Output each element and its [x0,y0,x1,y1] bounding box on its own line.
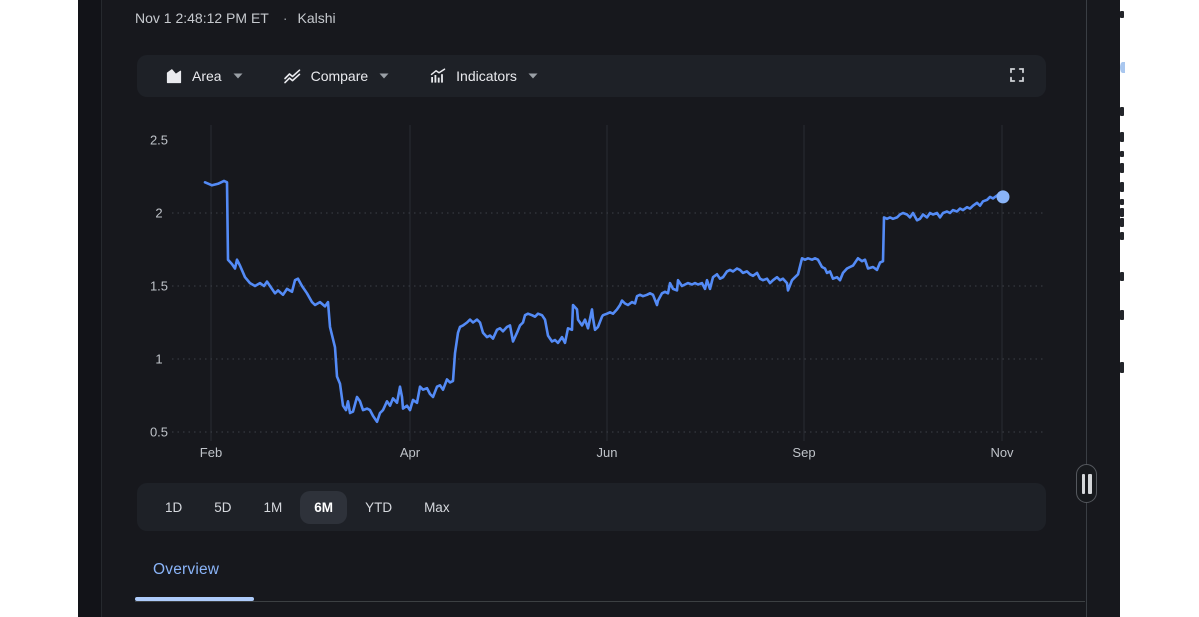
clipped-text-fragment [1120,151,1124,157]
timeframe-bar: 1D 5D 1M 6M YTD Max [137,483,1046,531]
chart-type-button[interactable]: Area [165,63,243,89]
compare-label: Compare [311,68,369,84]
clipped-text-fragment [1120,132,1124,142]
compare-button[interactable]: Compare [283,63,390,89]
chevron-down-icon [379,73,389,79]
clipped-text-fragment [1120,182,1124,192]
chart-toolbar: Area Compare [137,55,1046,97]
finance-chart-panel: Nov 1 2:48:12 PM ET · Kalshi Area Compar… [78,0,1120,617]
chevron-down-icon [233,73,243,79]
fullscreen-button[interactable] [1004,62,1030,91]
clipped-text-fragment [1120,232,1124,240]
clipped-text-fragment [1120,163,1124,173]
y-axis-label: 1 [155,352,162,367]
tab-overview[interactable]: Overview [153,561,219,579]
timeframe-max[interactable]: Max [410,491,464,524]
tab-bar-divider [135,601,1085,602]
price-chart[interactable]: Feb Apr Jun Sep Nov 2.5 2 1.5 1 0.5 [120,108,1060,468]
timeframe-ytd[interactable]: YTD [351,491,406,524]
fullscreen-icon [1008,66,1026,84]
timeframe-1m[interactable]: 1M [250,491,297,524]
clipped-icon-fragment [1120,62,1125,73]
timestamp-text: Nov 1 2:48:12 PM ET [135,10,269,26]
chart-status-row: Nov 1 2:48:12 PM ET · Kalshi [135,8,336,28]
active-tab-indicator [135,597,254,601]
x-axis-label: Feb [200,445,222,460]
x-axis-label: Apr [400,445,421,460]
clipped-right-panel [1120,0,1199,617]
clipped-text-fragment [1120,107,1124,116]
timeframe-5d[interactable]: 5D [200,491,245,524]
y-axis-label: 2.5 [150,133,168,148]
handle-grip-bar [1082,474,1086,494]
indicators-button[interactable]: Indicators [429,63,538,89]
clipped-text-fragment [1120,310,1124,320]
last-price-dot [997,190,1010,203]
clipped-text-fragment [1120,272,1124,281]
x-axis-label: Sep [792,445,815,460]
clipped-text-fragment [1120,362,1124,373]
price-line-series [205,181,1003,422]
panel-divider-line [1086,0,1087,617]
indicators-icon [429,67,447,85]
clipped-text-fragment [1120,218,1124,227]
compare-icon [283,67,302,85]
panel-resize-handle[interactable] [1076,464,1097,503]
y-axis-label: 1.5 [150,279,168,294]
handle-grip-bar [1088,474,1092,494]
timeframe-1d[interactable]: 1D [151,491,196,524]
timeframe-6m[interactable]: 6M [300,491,347,524]
source-label: Kalshi [298,10,336,26]
x-axis-label: Nov [990,445,1014,460]
clipped-text-fragment [1120,199,1124,205]
left-page-strip [78,0,101,617]
indicators-label: Indicators [456,68,517,84]
x-axis-label: Jun [597,445,618,460]
y-axis-label: 2 [155,206,162,221]
left-card-border [101,0,102,617]
clipped-text-fragment [1120,11,1124,18]
dot-separator: · [283,10,288,26]
screen: Nov 1 2:48:12 PM ET · Kalshi Area Compar… [0,0,1199,617]
y-axis-label: 0.5 [150,425,168,440]
area-chart-icon [165,67,183,85]
clipped-text-fragment [1120,208,1124,217]
chevron-down-icon [528,73,538,79]
chart-type-label: Area [192,68,222,84]
